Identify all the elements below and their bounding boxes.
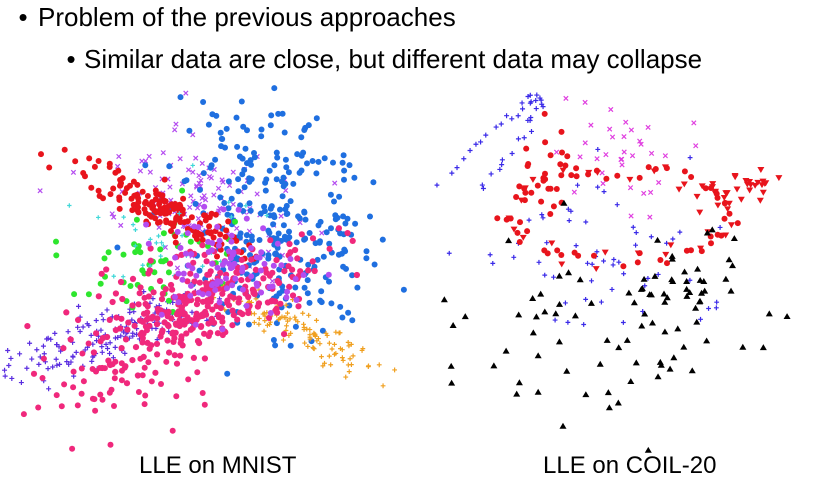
- bullet-dot: •: [18, 2, 28, 32]
- bullet-collapse-text: Similar data are close, but different da…: [84, 44, 703, 74]
- lle-coil20-scatter-image: [434, 92, 791, 453]
- caption-lle-coil20: LLE on COIL-20: [543, 452, 717, 479]
- bullet-level-1: • Problem of the previous approaches: [8, 2, 456, 33]
- lle-mnist-scatter-image: [2, 85, 407, 452]
- bullet-dot: •: [66, 44, 76, 74]
- bullet-level-2: • Similar data are close, but different …: [58, 44, 702, 75]
- bullet-problem-text: Problem of the previous approaches: [38, 2, 456, 32]
- caption-lle-mnist: LLE on MNIST: [139, 452, 297, 479]
